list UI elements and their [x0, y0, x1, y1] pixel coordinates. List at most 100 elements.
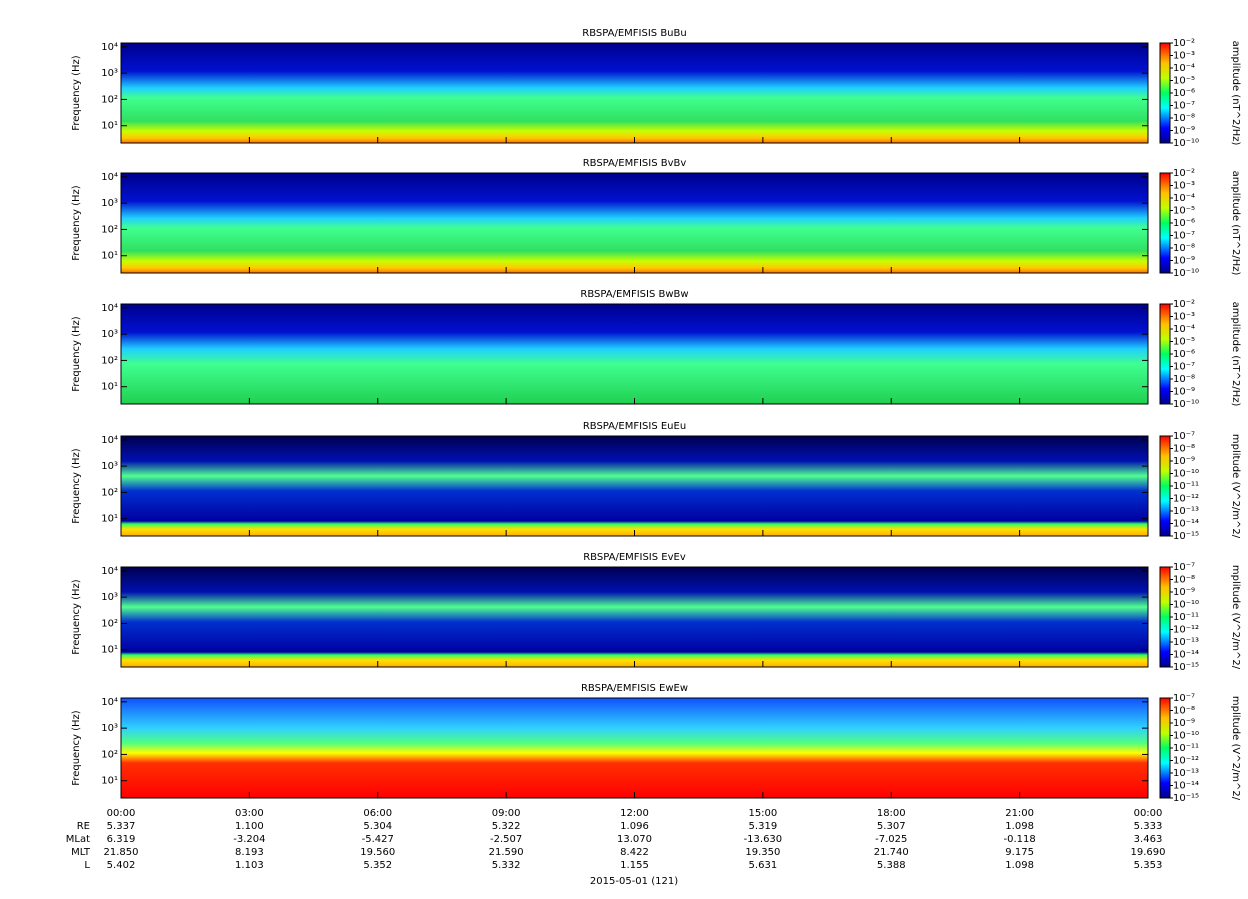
ephemeris-value: 19.690 — [1131, 847, 1166, 858]
ephemeris-value: 8.193 — [235, 847, 264, 858]
spectrogram-image — [121, 304, 1148, 404]
y-tick-label: 10³ — [101, 68, 118, 79]
y-tick-label: 10⁴ — [101, 435, 118, 446]
colorbar-tick-label: 10⁻¹⁰ — [1173, 268, 1199, 279]
colorbar-tick-label: 10⁻⁹ — [1173, 387, 1195, 398]
ephemeris-value: 21.850 — [104, 847, 139, 858]
y-tick-label: 10¹ — [101, 251, 118, 262]
ephemeris-value: 5.337 — [107, 821, 136, 832]
spectrogram-image — [121, 698, 1148, 798]
colorbar-tick-label: 10⁻⁵ — [1173, 337, 1195, 348]
colorbar-tick-label: 10⁻¹² — [1173, 756, 1199, 767]
colorbar-tick-label: 10⁻¹⁰ — [1173, 399, 1199, 410]
ephemeris-value: 1.098 — [1005, 821, 1034, 832]
colorbar — [1159, 566, 1171, 668]
y-tick-label: 10¹ — [101, 121, 118, 132]
y-tick-label: 10¹ — [101, 776, 118, 787]
ephemeris-value: -0.118 — [1004, 834, 1036, 845]
y-tick-label: 10⁴ — [101, 566, 118, 577]
colorbar-tick-label: 10⁻⁹ — [1173, 587, 1195, 598]
y-tick-label: 10² — [101, 749, 118, 760]
y-axis-label: Frequency (Hz) — [71, 55, 82, 131]
ephemeris-value: 5.322 — [492, 821, 521, 832]
colorbar-tick-label: 10⁻⁸ — [1173, 575, 1195, 586]
panel-title: RBSPA/EMFISIS BuBu — [582, 28, 686, 39]
colorbar-tick-label: 10⁻³ — [1173, 51, 1195, 62]
x-tick-label: 06:00 — [363, 808, 392, 819]
colorbar-label: amplitude (nT^2/Hz) — [1230, 171, 1241, 276]
colorbar — [1159, 697, 1171, 799]
y-tick-label: 10² — [101, 224, 118, 235]
colorbar-tick-label: 10⁻⁷ — [1173, 362, 1195, 373]
colorbar-tick-label: 10⁻³ — [1173, 181, 1195, 192]
colorbar-tick-label: 10⁻⁴ — [1173, 324, 1195, 335]
y-tick-label: 10³ — [101, 198, 118, 209]
ephemeris-value: 5.352 — [363, 860, 392, 871]
x-tick-label: 21:00 — [1005, 808, 1034, 819]
y-tick-label: 10¹ — [101, 645, 118, 656]
colorbar-tick-label: 10⁻¹² — [1173, 625, 1199, 636]
y-tick-label: 10¹ — [101, 382, 118, 393]
colorbar-tick-label: 10⁻⁸ — [1173, 243, 1195, 254]
ephemeris-value: 5.307 — [877, 821, 906, 832]
colorbar-tick-label: 10⁻¹¹ — [1173, 481, 1199, 492]
colorbar-tick-label: 10⁻⁷ — [1173, 562, 1195, 573]
ephemeris-value: 5.631 — [749, 860, 778, 871]
colorbar-tick-label: 10⁻⁵ — [1173, 76, 1195, 87]
colorbar-tick-label: 10⁻⁹ — [1173, 126, 1195, 137]
colorbar-tick-label: 10⁻¹² — [1173, 494, 1199, 505]
colorbar-tick-label: 10⁻² — [1173, 168, 1195, 179]
ephemeris-value: 5.402 — [107, 860, 136, 871]
ephemeris-value: 13.070 — [617, 834, 652, 845]
y-tick-label: 10⁴ — [101, 42, 118, 53]
y-tick-label: 10⁴ — [101, 697, 118, 708]
colorbar-tick-label: 10⁻¹⁰ — [1173, 731, 1199, 742]
x-tick-label: 09:00 — [492, 808, 521, 819]
x-tick-label: 00:00 — [1134, 808, 1163, 819]
colorbar-tick-label: 10⁻⁵ — [1173, 206, 1195, 217]
colorbar-tick-label: 10⁻⁷ — [1173, 101, 1195, 112]
ephemeris-value: 1.096 — [620, 821, 649, 832]
colorbar-tick-label: 10⁻¹¹ — [1173, 743, 1199, 754]
spectrogram-image — [121, 567, 1148, 667]
colorbar-label: amplitude (nT^2/Hz) — [1230, 41, 1241, 146]
ephemeris-value: -13.630 — [744, 834, 783, 845]
x-tick-label: 00:00 — [107, 808, 136, 819]
y-tick-label: 10² — [101, 94, 118, 105]
spectrogram-image — [121, 436, 1148, 536]
ephemeris-value: 19.560 — [360, 847, 395, 858]
colorbar-tick-label: 10⁻¹⁴ — [1173, 781, 1199, 792]
colorbar — [1159, 42, 1171, 144]
colorbar-tick-label: 10⁻¹⁴ — [1173, 519, 1199, 530]
y-tick-label: 10⁴ — [101, 172, 118, 183]
y-tick-label: 10² — [101, 618, 118, 629]
y-tick-label: 10² — [101, 355, 118, 366]
colorbar-tick-label: 10⁻¹⁵ — [1173, 662, 1199, 673]
colorbar-tick-label: 10⁻⁶ — [1173, 88, 1195, 99]
colorbar — [1159, 303, 1171, 405]
ephemeris-value: -5.427 — [362, 834, 394, 845]
colorbar-tick-label: 10⁻¹³ — [1173, 768, 1199, 779]
spectrogram-image — [121, 43, 1148, 143]
y-tick-label: 10³ — [101, 461, 118, 472]
colorbar — [1159, 435, 1171, 537]
spectrogram-image — [121, 173, 1148, 273]
colorbar-tick-label: 10⁻⁶ — [1173, 218, 1195, 229]
colorbar-tick-label: 10⁻³ — [1173, 312, 1195, 323]
colorbar-tick-label: 10⁻⁸ — [1173, 113, 1195, 124]
colorbar-tick-label: 10⁻⁸ — [1173, 706, 1195, 717]
colorbar-label: mplitude (V^2/m^2/ — [1230, 565, 1241, 670]
panel-title: RBSPA/EMFISIS BvBv — [583, 158, 687, 169]
y-axis-label: Frequency (Hz) — [71, 448, 82, 524]
y-tick-label: 10³ — [101, 723, 118, 734]
y-tick-label: 10² — [101, 487, 118, 498]
ephemeris-value: -2.507 — [490, 834, 522, 845]
ephemeris-value: 9.175 — [1005, 847, 1034, 858]
ephemeris-value: 3.463 — [1134, 834, 1163, 845]
panel-title: RBSPA/EMFISIS BwBw — [580, 289, 688, 300]
x-tick-label: 15:00 — [748, 808, 777, 819]
ephemeris-label: MLat — [66, 834, 90, 845]
y-tick-label: 10³ — [101, 329, 118, 340]
y-axis-label: Frequency (Hz) — [71, 710, 82, 786]
colorbar-tick-label: 10⁻⁸ — [1173, 374, 1195, 385]
